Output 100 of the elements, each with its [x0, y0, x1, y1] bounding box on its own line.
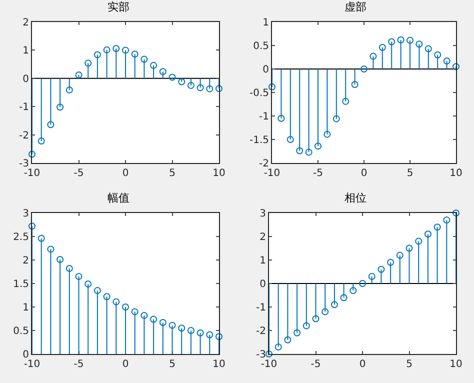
- point: [112, 45, 120, 52]
- point: [187, 82, 194, 89]
- point: [94, 287, 101, 294]
- x-tick-label: -5: [313, 168, 323, 179]
- y-tick-label: 1.5: [13, 279, 29, 290]
- y-tick-label: -3: [256, 350, 266, 360]
- point: [314, 142, 322, 150]
- y-tick-label: 1: [262, 18, 269, 28]
- point: [159, 319, 166, 326]
- x-tick-label: 10: [450, 359, 462, 370]
- point: [406, 244, 413, 252]
- y-tick-label: -2: [256, 326, 266, 337]
- point: [378, 266, 385, 273]
- point: [278, 114, 285, 122]
- point: [296, 147, 304, 154]
- point: [443, 216, 450, 224]
- point: [330, 301, 338, 308]
- y-tick-label: -1: [259, 112, 269, 122]
- y-tick-label: 0.5: [13, 326, 29, 337]
- y-tick-label: 0: [262, 64, 269, 76]
- point: [206, 85, 214, 92]
- point: [415, 238, 422, 245]
- point: [131, 50, 138, 58]
- point: [168, 322, 176, 329]
- point: [103, 46, 110, 54]
- point: [140, 312, 148, 319]
- x-tick-label: 5: [169, 359, 176, 370]
- y-tick-label: 1: [260, 256, 266, 266]
- y-tick-label: -1: [256, 302, 266, 314]
- point: [196, 84, 204, 92]
- point: [150, 62, 158, 69]
- point: [66, 86, 73, 94]
- x-tick-label: 10: [450, 168, 462, 179]
- point: [94, 51, 101, 58]
- y-tick-label: 2: [22, 256, 29, 266]
- point: [416, 40, 423, 48]
- point: [312, 315, 320, 322]
- point: [340, 294, 348, 302]
- point: [452, 210, 460, 216]
- point: [38, 234, 45, 242]
- point: [274, 343, 282, 350]
- point: [368, 272, 376, 280]
- point: [150, 316, 158, 323]
- point: [122, 304, 129, 310]
- point: [84, 60, 92, 67]
- point: [47, 246, 54, 253]
- point: [178, 324, 186, 332]
- point: [424, 230, 432, 238]
- point: [216, 333, 222, 340]
- x-tick-label: -10: [260, 359, 278, 370]
- point: [28, 150, 36, 158]
- point: [378, 44, 386, 51]
- point: [266, 350, 272, 358]
- x-tick-label: 5: [169, 168, 176, 179]
- point: [131, 308, 138, 316]
- y-tick-label: 2.5: [13, 232, 29, 243]
- x-tick-label: -10: [24, 168, 40, 179]
- y-tick-label: -2: [259, 158, 269, 170]
- y-tick-label: 1: [22, 302, 29, 314]
- y-tick-label: -1: [19, 102, 29, 114]
- point: [284, 336, 292, 344]
- point: [28, 222, 36, 230]
- point: [66, 264, 73, 272]
- point: [159, 68, 166, 76]
- point: [75, 72, 82, 79]
- chart-title: 虚部: [344, 0, 366, 14]
- x-tick-label: -10: [264, 168, 280, 179]
- point: [56, 256, 64, 264]
- point: [178, 78, 186, 86]
- y-tick-label: 2: [260, 232, 266, 243]
- point: [216, 85, 222, 92]
- point: [434, 224, 441, 231]
- point: [112, 298, 120, 306]
- point: [294, 329, 301, 336]
- point: [332, 115, 340, 122]
- point: [187, 327, 194, 334]
- y-tick-label: 3: [260, 208, 266, 220]
- y-tick-label: -0.5: [249, 88, 269, 99]
- x-tick-label: 5: [406, 168, 414, 179]
- x-tick-label: 10: [212, 359, 226, 370]
- y-tick-label: 0: [260, 279, 266, 290]
- y-tick-label: -3: [19, 158, 29, 170]
- point: [206, 331, 214, 338]
- x-tick-label: 5: [406, 359, 412, 370]
- point: [351, 81, 358, 88]
- chart-title: 幅值: [108, 192, 130, 205]
- point: [140, 56, 148, 63]
- point: [47, 121, 54, 128]
- point: [286, 136, 294, 143]
- point: [302, 322, 310, 330]
- point: [396, 252, 404, 259]
- y-tick-label: 0: [22, 74, 29, 85]
- chart-title: 相位: [344, 192, 366, 205]
- point: [268, 83, 276, 90]
- y-tick-label: 0.5: [253, 41, 269, 52]
- point: [305, 148, 312, 156]
- x-tick-label: 10: [212, 168, 226, 179]
- x-tick-label: -5: [74, 359, 84, 370]
- point: [84, 280, 92, 288]
- point: [397, 36, 404, 44]
